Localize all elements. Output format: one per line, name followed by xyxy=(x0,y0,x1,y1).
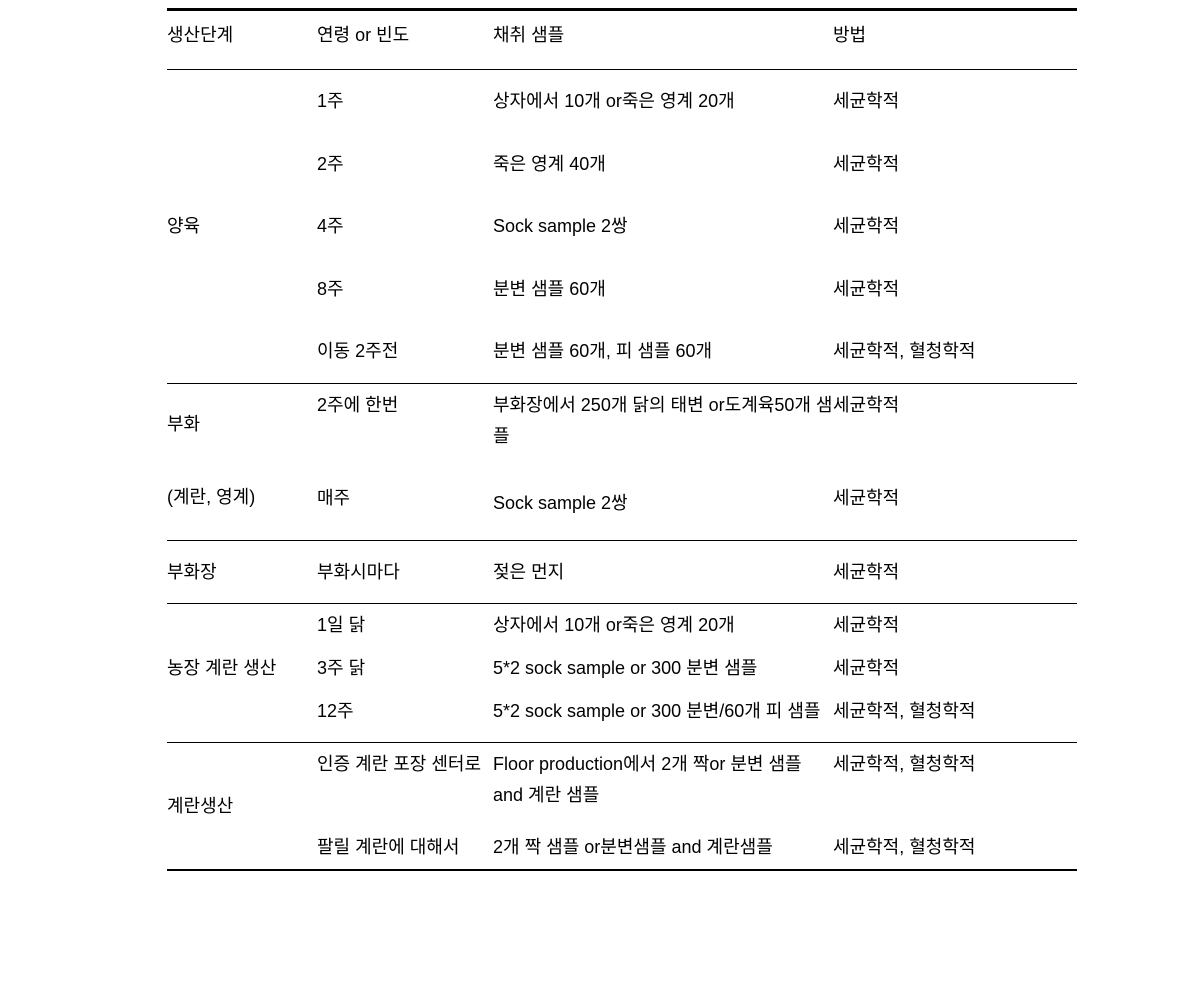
cell-sample: 죽은 영계 40개 xyxy=(493,133,833,196)
cell-method: 세균학적 xyxy=(833,604,1077,647)
cell-sample: 5*2 sock sample or 300 분변/60개 피 샘플 xyxy=(493,690,833,743)
cell-age: 1주 xyxy=(317,70,493,133)
cell-method: 세균학적, 혈청학적 xyxy=(833,743,1077,817)
cell-method: 세균학적, 혈청학적 xyxy=(833,816,1077,870)
cell-age: 매주 xyxy=(317,467,493,540)
cell-stage: 부화 (계란, 영계) xyxy=(167,383,317,540)
cell-age: 팔릴 계란에 대해서 xyxy=(317,816,493,870)
cell-age: 인증 계란 포장 센터로 xyxy=(317,743,493,817)
cell-method: 세균학적 xyxy=(833,258,1077,321)
cell-sample: Sock sample 2쌍 xyxy=(493,467,833,540)
cell-age: 2주 xyxy=(317,133,493,196)
cell-age: 2주에 한번 xyxy=(317,383,493,467)
cell-sample: 부화장에서 250개 닭의 태변 or도계육50개 샘플 xyxy=(493,383,833,467)
cell-age: 부화시마다 xyxy=(317,540,493,604)
cell-stage xyxy=(167,690,317,743)
cell-method: 세균학적 xyxy=(833,647,1077,690)
cell-stage: 계란생산 xyxy=(167,743,317,870)
table-row: 8주 분변 샘플 60개 세균학적 xyxy=(167,258,1077,321)
sampling-table-container: 생산단계 연령 or 빈도 채취 샘플 방법 1주 상자에서 10개 or죽은 … xyxy=(167,8,1077,871)
cell-method: 세균학적 xyxy=(833,70,1077,133)
table-row: 부화장 부화시마다 젖은 먼지 세균학적 xyxy=(167,540,1077,604)
cell-stage: 부화장 xyxy=(167,540,317,604)
cell-method: 세균학적 xyxy=(833,467,1077,540)
cell-age: 3주 닭 xyxy=(317,647,493,690)
cell-sample: 분변 샘플 60개, 피 샘플 60개 xyxy=(493,320,833,383)
cell-age: 이동 2주전 xyxy=(317,320,493,383)
cell-sample: 젖은 먼지 xyxy=(493,540,833,604)
cell-stage xyxy=(167,258,317,321)
header-sample: 채취 샘플 xyxy=(493,10,833,70)
cell-stage: 양육 xyxy=(167,195,317,258)
table-row: 1주 상자에서 10개 or죽은 영계 20개 세균학적 xyxy=(167,70,1077,133)
cell-method: 세균학적, 혈청학적 xyxy=(833,690,1077,743)
header-stage: 생산단계 xyxy=(167,10,317,70)
cell-stage: 농장 계란 생산 xyxy=(167,647,317,690)
cell-sample: Floor production에서 2개 짝or 분변 샘플 and 계란 샘… xyxy=(493,743,833,817)
table-header-row: 생산단계 연령 or 빈도 채취 샘플 방법 xyxy=(167,10,1077,70)
cell-sample: 상자에서 10개 or죽은 영계 20개 xyxy=(493,70,833,133)
table-row: 12주 5*2 sock sample or 300 분변/60개 피 샘플 세… xyxy=(167,690,1077,743)
cell-age: 8주 xyxy=(317,258,493,321)
cell-stage xyxy=(167,604,317,647)
cell-sample: 분변 샘플 60개 xyxy=(493,258,833,321)
cell-method: 세균학적 xyxy=(833,540,1077,604)
cell-method: 세균학적, 혈청학적 xyxy=(833,320,1077,383)
table-row: 1일 닭 상자에서 10개 or죽은 영계 20개 세균학적 xyxy=(167,604,1077,647)
table-row: 계란생산 인증 계란 포장 센터로 Floor production에서 2개 … xyxy=(167,743,1077,817)
cell-stage xyxy=(167,133,317,196)
sampling-table: 생산단계 연령 or 빈도 채취 샘플 방법 1주 상자에서 10개 or죽은 … xyxy=(167,8,1077,871)
cell-sample: 2개 짝 샘플 or분변샘플 and 계란샘플 xyxy=(493,816,833,870)
cell-sample: Sock sample 2쌍 xyxy=(493,195,833,258)
header-age: 연령 or 빈도 xyxy=(317,10,493,70)
table-row: 이동 2주전 분변 샘플 60개, 피 샘플 60개 세균학적, 혈청학적 xyxy=(167,320,1077,383)
stage-label-line1: 부화 xyxy=(167,409,317,440)
table-row: 2주 죽은 영계 40개 세균학적 xyxy=(167,133,1077,196)
cell-sample: 상자에서 10개 or죽은 영계 20개 xyxy=(493,604,833,647)
table-row: 농장 계란 생산 3주 닭 5*2 sock sample or 300 분변 … xyxy=(167,647,1077,690)
header-method: 방법 xyxy=(833,10,1077,70)
cell-stage xyxy=(167,70,317,133)
cell-age: 1일 닭 xyxy=(317,604,493,647)
cell-stage xyxy=(167,320,317,383)
cell-sample: 5*2 sock sample or 300 분변 샘플 xyxy=(493,647,833,690)
stage-label-line2: (계란, 영계) xyxy=(167,482,317,513)
cell-method: 세균학적 xyxy=(833,195,1077,258)
cell-method: 세균학적 xyxy=(833,383,1077,467)
cell-method: 세균학적 xyxy=(833,133,1077,196)
cell-age: 12주 xyxy=(317,690,493,743)
table-row: 양육 4주 Sock sample 2쌍 세균학적 xyxy=(167,195,1077,258)
cell-age: 4주 xyxy=(317,195,493,258)
table-row: 부화 (계란, 영계) 2주에 한번 부화장에서 250개 닭의 태변 or도계… xyxy=(167,383,1077,467)
